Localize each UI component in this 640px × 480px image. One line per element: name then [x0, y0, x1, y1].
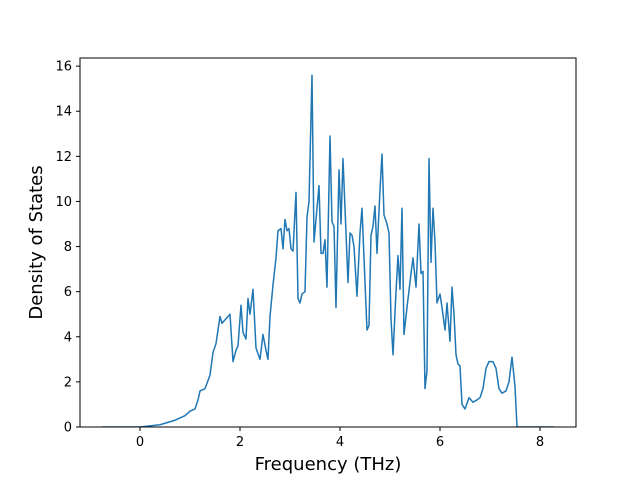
y-tick-label: 12 [55, 150, 72, 165]
x-axis-label: Frequency (THz) [255, 454, 402, 475]
x-tick-label: 0 [136, 435, 144, 450]
y-tick-label: 8 [64, 240, 72, 255]
y-tick-label: 6 [64, 285, 72, 300]
plot-area [102, 74, 554, 427]
y-tick-label: 0 [64, 421, 72, 436]
y-axis-label: Density of States [26, 165, 47, 319]
y-tick-label: 4 [64, 330, 72, 345]
x-tick-label: 2 [236, 435, 244, 450]
x-tick-label: 6 [436, 435, 444, 450]
x-tick-label: 8 [536, 435, 544, 450]
y-tick-label: 16 [55, 60, 72, 75]
axes-frame [79, 57, 577, 428]
x-tick-label: 4 [336, 435, 344, 450]
data-line [102, 74, 554, 427]
y-tick-label: 14 [55, 105, 72, 120]
y-tick-label: 2 [64, 375, 72, 390]
y-tick-label: 10 [55, 195, 72, 210]
